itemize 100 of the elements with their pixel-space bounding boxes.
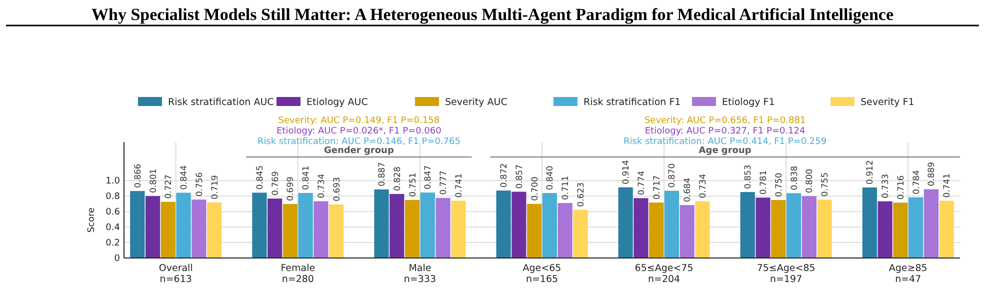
data-label: 0.784	[912, 170, 922, 194]
bar	[786, 193, 802, 258]
chart-title: Why Specialist Models Still Matter: A Heterogeneous Multi-Agent Paradigm for Medical Artificial Intelligence	[91, 5, 894, 24]
x-tick-label: 75≤Age<85 n=197	[756, 263, 816, 285]
text: Severity: AUC P=0.656, F1 P=0.881	[644, 116, 806, 126]
data-label: 0.841	[302, 166, 312, 190]
x-tick-label: 65≤Age<75 n=204	[634, 263, 694, 285]
legend-label: Risk stratification F1	[584, 97, 681, 108]
y-tick-label: 1.0	[106, 176, 120, 187]
text: Etiology: AUC P=0.327, F1 P=0.124	[644, 126, 806, 136]
data-label: 0.840	[546, 166, 556, 190]
data-label: 0.755	[820, 172, 831, 197]
bar	[420, 192, 435, 258]
bar	[695, 201, 710, 258]
legend-label: Severity AUC	[445, 97, 508, 108]
data-label: 0.741	[942, 173, 953, 198]
bar	[740, 192, 755, 258]
y-tick-label: 0.4	[106, 222, 120, 233]
data-label: 0.734	[698, 174, 709, 198]
data-label: 0.711	[561, 176, 572, 200]
data-label: 0.872	[500, 163, 510, 188]
data-label: 0.800	[805, 168, 816, 194]
bar	[558, 203, 572, 258]
data-label: 0.717	[652, 175, 662, 200]
bar	[329, 204, 344, 258]
y-tick-label: 0.8	[106, 192, 120, 202]
legend-label: Etiology AUC	[306, 97, 368, 108]
bar	[802, 196, 816, 258]
bar	[390, 194, 404, 258]
bar	[878, 201, 892, 258]
data-label: 0.733	[881, 174, 892, 198]
bar	[862, 187, 877, 258]
data-label: 0.693	[332, 177, 342, 202]
bar	[893, 202, 908, 258]
x-tick-label: Male n=333	[404, 263, 436, 285]
bar	[756, 198, 770, 258]
data-label: 0.866	[133, 164, 144, 188]
bar	[252, 192, 267, 258]
bar	[268, 198, 282, 258]
bar	[314, 201, 328, 258]
annotation: Risk stratification: AUC P=0.414, F1 P=0.259	[624, 137, 827, 147]
legend-label: Etiology F1	[722, 97, 775, 108]
data-label: 0.750	[774, 172, 784, 197]
data-label: 0.844	[180, 165, 190, 190]
data-label: 0.857	[514, 164, 525, 189]
bar	[634, 198, 648, 258]
data-label: 0.853	[744, 164, 754, 190]
legend-label: Risk stratification AUC	[168, 97, 274, 108]
bar	[176, 192, 191, 258]
text: Etiology: AUC P=0.026*, F1 P=0.060	[276, 126, 442, 136]
data-label: 0.734	[316, 174, 327, 198]
bar	[573, 210, 588, 258]
data-label: 0.741	[454, 173, 464, 198]
data-label: 0.889	[927, 162, 938, 186]
y-tick-label: 0.6	[106, 207, 120, 218]
annotation: Gender group	[324, 146, 394, 156]
data-label: 0.700	[530, 176, 540, 201]
y-tick-label: 0	[114, 254, 120, 264]
data-label: 0.699	[286, 176, 296, 201]
bar	[512, 192, 526, 258]
bar	[924, 189, 939, 258]
bar	[496, 190, 511, 258]
text: Severity: AUC P=0.149, F1 P=0.158	[278, 116, 440, 126]
bar	[282, 204, 298, 258]
x-tick-label: Female n=280	[280, 263, 316, 285]
annotation: Risk stratification: AUC P=0.146, F1 P=0.765	[257, 137, 460, 147]
bar	[817, 200, 832, 258]
bar	[771, 200, 786, 258]
y-tick-label: 0.2	[106, 238, 120, 248]
legend-entry: Etiology AUC	[276, 97, 368, 108]
data-label: 0.801	[148, 168, 159, 194]
annotation: Age group	[698, 146, 752, 156]
bar	[451, 200, 466, 258]
data-label: 0.756	[194, 172, 205, 197]
data-label: 0.727	[164, 174, 174, 199]
bar	[404, 200, 420, 258]
data-label: 0.914	[622, 160, 632, 184]
bar	[908, 197, 924, 258]
data-label: 0.774	[636, 170, 647, 196]
bar	[145, 196, 160, 258]
bar	[192, 200, 206, 258]
data-label: 0.751	[408, 172, 418, 197]
x-tick-label: Age<65 n=165	[522, 263, 562, 285]
bar	[436, 198, 450, 258]
data-label: 0.769	[270, 171, 281, 196]
data-label: 0.847	[424, 165, 434, 190]
x-tick-label: Age≥85 n=47	[888, 263, 928, 285]
bar	[664, 190, 680, 258]
bar	[649, 202, 664, 258]
data-label: 0.838	[790, 166, 800, 190]
bar	[618, 187, 633, 258]
legend-entry: Risk stratification F1	[554, 97, 681, 108]
legend-entry: Etiology F1	[692, 97, 775, 108]
bar	[680, 205, 694, 258]
data-label: 0.912	[866, 160, 876, 184]
legend-label: Severity F1	[860, 97, 914, 108]
bar	[298, 192, 313, 258]
data-label: 0.828	[392, 166, 403, 191]
legend-entry: Severity AUC	[415, 97, 508, 108]
bar	[160, 202, 176, 258]
